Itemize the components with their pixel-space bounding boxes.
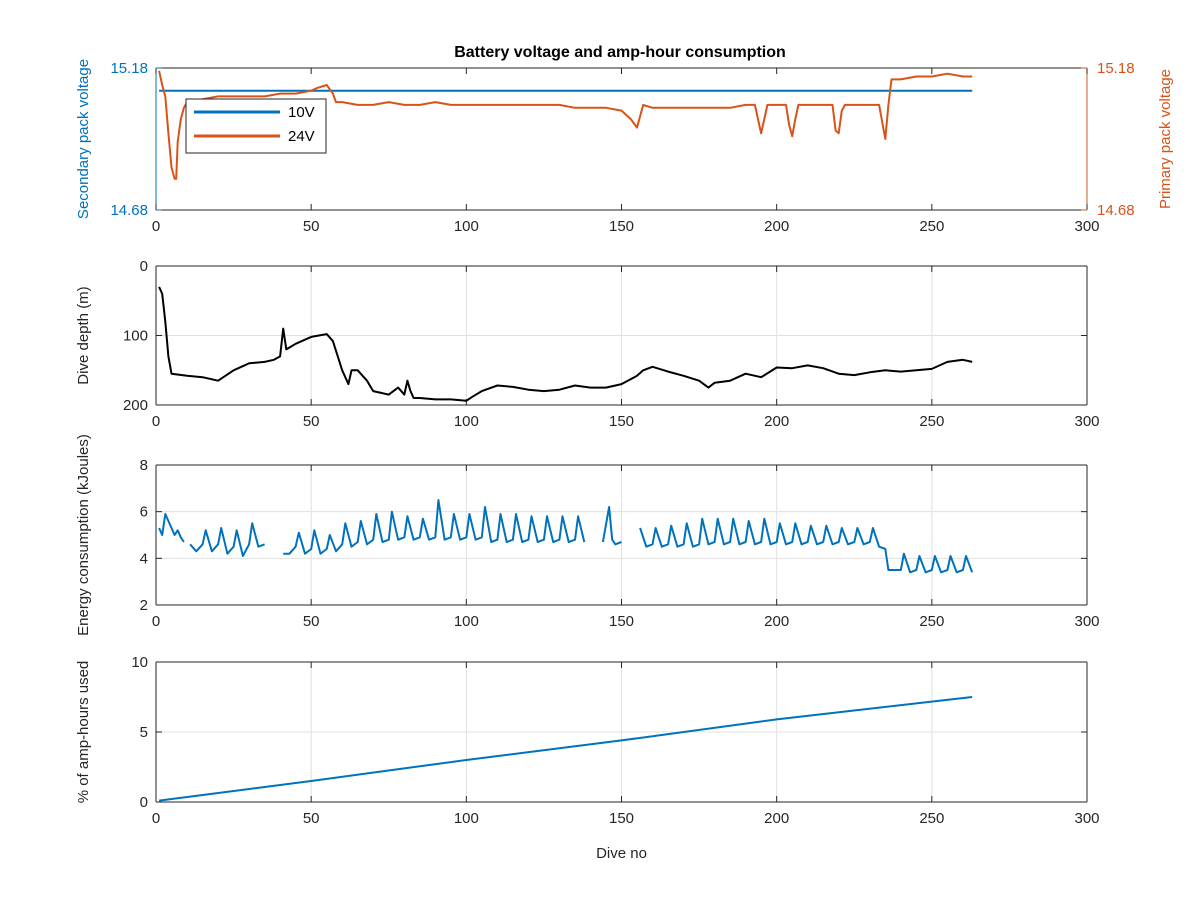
- x-tick-label: 100: [454, 613, 479, 630]
- x-tick-label: 100: [454, 218, 479, 235]
- x-tick-label: 100: [454, 413, 479, 430]
- x-axis-label: Dive no: [596, 845, 647, 862]
- x-tick-label: 150: [609, 613, 634, 630]
- series-line: [639, 517, 974, 574]
- series-line: [158, 286, 973, 402]
- x-tick-label: 250: [919, 810, 944, 827]
- x-tick-label: 200: [764, 810, 789, 827]
- x-tick-label: 0: [152, 218, 160, 235]
- y-axis-label: Energy consumption (kJoules): [75, 434, 92, 636]
- y-axis-label: Dive depth (m): [75, 286, 92, 384]
- y-tick-label: 10: [131, 654, 148, 671]
- y-tick-label: 200: [123, 397, 148, 414]
- y-axis-label-right: Primary pack voltage: [1157, 69, 1174, 209]
- x-tick-label: 0: [152, 613, 160, 630]
- x-tick-label: 300: [1074, 613, 1099, 630]
- x-tick-label: 250: [919, 413, 944, 430]
- y-axis-label: % of amp-hours used: [75, 661, 92, 804]
- series-line-24v: [158, 70, 973, 180]
- voltage-panel: 0 50 100 150 200 250 30014.6815.1814.6815.18Se…: [75, 59, 1174, 235]
- x-tick-label: 250: [919, 613, 944, 630]
- y-tick-label: 2: [140, 597, 148, 614]
- x-tick-label: 50: [303, 810, 320, 827]
- x-tick-label: 150: [609, 413, 634, 430]
- y-tick-label: 4: [140, 550, 148, 567]
- x-tick-label: 300: [1074, 810, 1099, 827]
- y-tick-label: 15.18: [110, 60, 148, 77]
- energy-panel: 0 50 100 150 200 250 300 2 4 6 8 Energy consumption…: [75, 434, 1100, 636]
- x-tick-label: 100: [454, 810, 479, 827]
- series-line: [601, 506, 622, 546]
- y-tick-label-right: 14.68: [1097, 202, 1135, 219]
- x-tick-label: 0: [152, 413, 160, 430]
- y-tick-label: 8: [140, 457, 148, 474]
- y-axis-label: Secondary pack voltage: [75, 59, 92, 219]
- series-line: [283, 499, 586, 555]
- y-tick-label-right: 15.18: [1097, 60, 1135, 77]
- x-tick-label: 300: [1074, 413, 1099, 430]
- legend-box: [185, 98, 327, 154]
- amp-hours-panel: 0 50 100 150 200 250 300 0 5 10 % of amp-hours use…: [75, 654, 1100, 862]
- x-tick-label: 150: [609, 218, 634, 235]
- y-tick-label: 0: [140, 794, 148, 811]
- y-tick-label: 6: [140, 504, 148, 521]
- legend-entry: 24V: [288, 128, 315, 145]
- x-tick-label: 300: [1074, 218, 1099, 235]
- x-tick-label: 50: [303, 613, 320, 630]
- x-tick-label: 200: [764, 218, 789, 235]
- x-tick-label: 50: [303, 413, 320, 430]
- series-line: [158, 513, 185, 543]
- x-tick-label: 200: [764, 613, 789, 630]
- depth-panel: 0 50 100 150 200 250 300 0 100 200 Dive depth (m): [75, 258, 1100, 430]
- chart-title: Battery voltage and amp-hour consumption: [454, 44, 786, 61]
- y-tick-label: 14.68: [110, 202, 148, 219]
- legend-entry: 10V: [288, 104, 315, 121]
- x-tick-label: 50: [303, 218, 320, 235]
- x-tick-label: 150: [609, 810, 634, 827]
- x-tick-label: 0: [152, 810, 160, 827]
- y-tick-label: 0: [140, 258, 148, 275]
- y-tick-label: 5: [140, 724, 148, 741]
- series-line: [189, 522, 265, 557]
- x-tick-label: 250: [919, 218, 944, 235]
- y-tick-label: 100: [123, 328, 148, 345]
- x-tick-label: 200: [764, 413, 789, 430]
- series-line: [158, 696, 973, 802]
